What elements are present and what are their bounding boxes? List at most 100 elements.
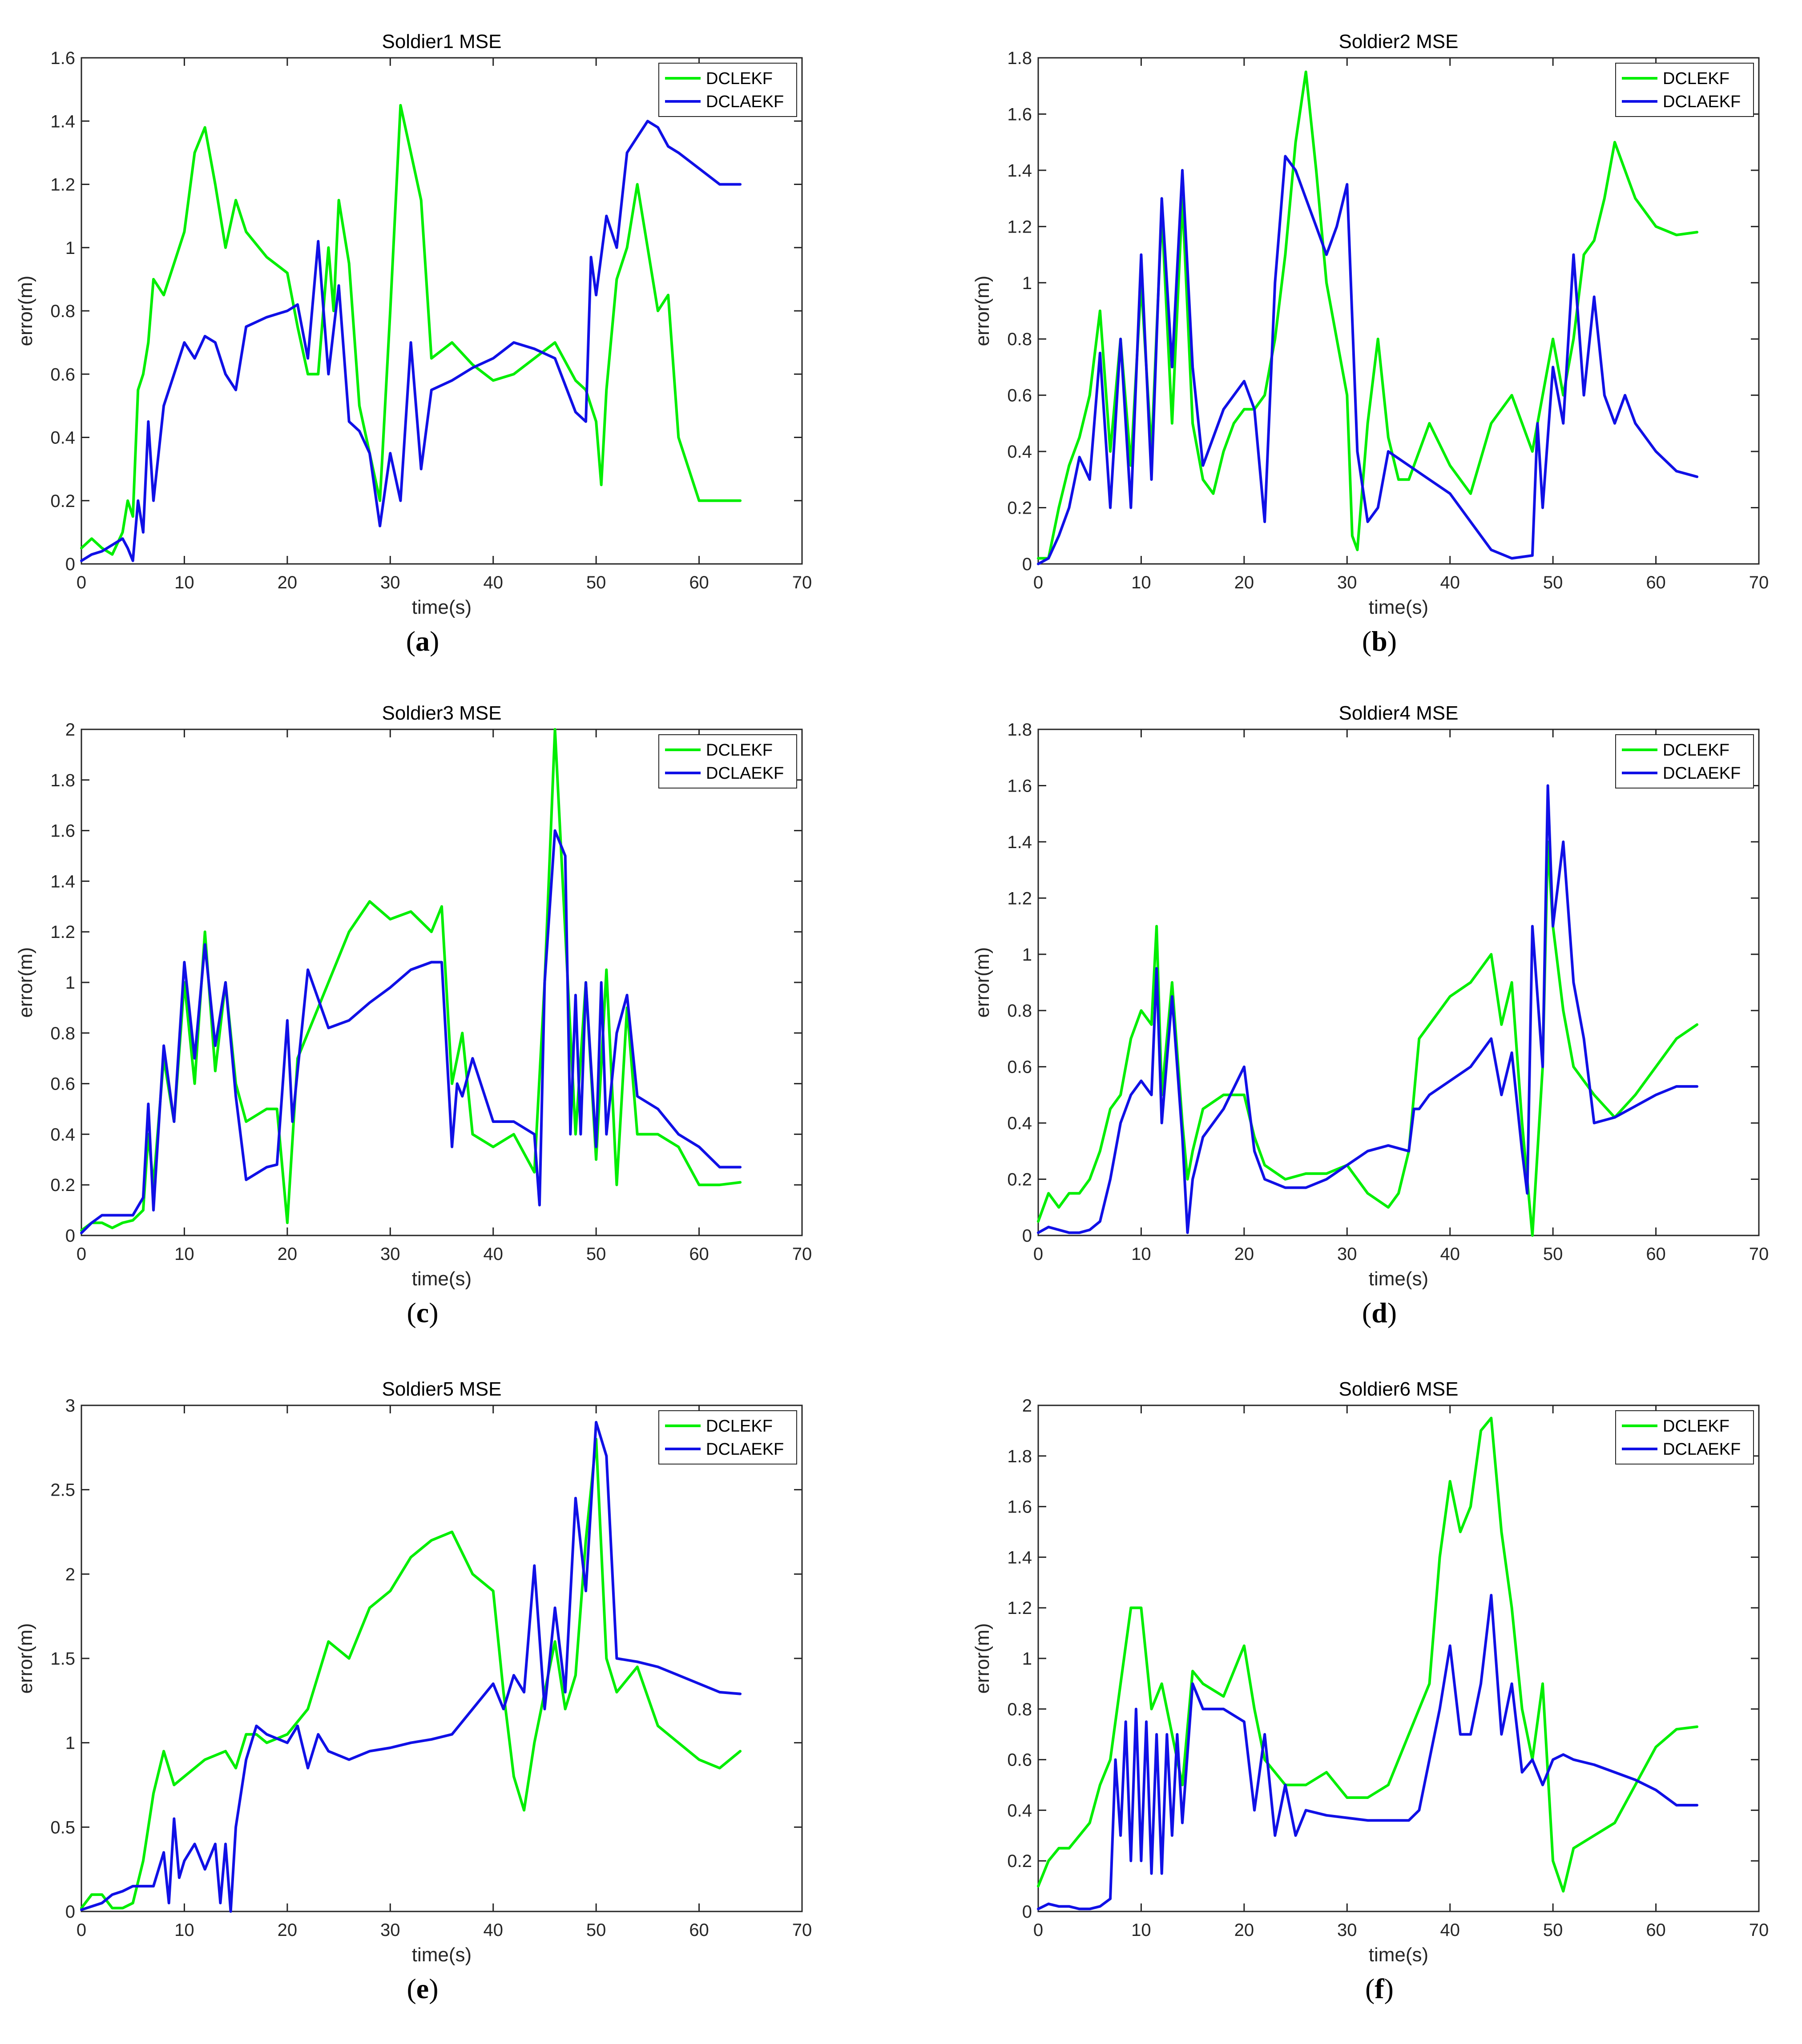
legend-entry: DCLAEKF [706,764,784,783]
x-tick-label: 0 [1033,573,1043,592]
y-tick-label: 1.6 [1007,1497,1032,1517]
x-tick-label: 70 [792,573,812,592]
legend: DCLEKF DCLAEKF [1615,1410,1754,1465]
x-tick-label: 40 [1440,1920,1460,1940]
chart-title: Soldier1 MSE [382,31,501,52]
legend-entry: DCLEKF [1663,69,1729,88]
legend-entry: DCLAEKF [706,93,784,111]
series-line-dclaekf [1037,784,1699,1234]
chart-panel-c: Soldier3 MSE 0 10 20 30 40 50 60 70 0 0.2 0.4 0.6 0.8… [0,672,845,1339]
legend-entry: DCLEKF [706,69,773,88]
x-tick-label: 20 [278,1244,298,1264]
plot-frame [1037,1404,1760,1912]
x-tick-label: 20 [278,573,298,592]
y-tick-label: 2 [65,1565,75,1584]
panel-label: (e) [407,1973,439,2004]
x-axis-label: time(s) [1369,1944,1428,1966]
y-tick-label: 1 [1022,274,1032,293]
x-tick-label: 20 [1234,1920,1254,1940]
y-tick-label: 1.4 [1007,1548,1032,1567]
y-tick-label: 0.4 [50,428,75,448]
x-tick-label: 0 [77,1244,86,1264]
y-tick-label: 1.8 [1007,1447,1032,1466]
x-tick-label: 30 [1337,573,1357,592]
x-tick-label: 10 [174,573,194,592]
x-tick-label: 40 [1440,1244,1460,1264]
panel-label: (d) [1362,1297,1397,1328]
y-tick-label: 0.2 [50,491,75,511]
x-tick-label: 40 [483,573,503,592]
series-line-dclaekf [1037,155,1699,565]
y-tick-label: 1.8 [50,771,75,790]
y-tick-label: 0.2 [1007,499,1032,518]
x-tick-label: 40 [483,1244,503,1264]
x-axis-label: time(s) [412,1268,472,1290]
x-tick-label: 30 [1337,1244,1357,1264]
panel-label: (a) [406,625,439,657]
legend-box [1615,734,1754,789]
x-tick-label: 50 [586,1244,606,1264]
legend: DCLEKF DCLAEKF [658,1410,797,1465]
legend-box [658,63,797,117]
plot-frame [1037,57,1760,565]
x-tick-label: 0 [1033,1920,1043,1940]
x-tick-label: 40 [1440,573,1460,592]
chart-svg: Soldier1 MSE 0 10 20 30 40 50 60 70 0 0.2 0.4 0.6 0.8… [15,31,812,618]
chart-panel-a: Soldier1 MSE 0 10 20 30 40 50 60 70 0 0.2 0.4 0.6 0.8… [0,0,845,667]
x-tick-label: 70 [792,1244,812,1264]
y-tick-label: 1 [65,1734,75,1753]
chart-panel-e: Soldier5 MSE 0 10 20 30 40 50 60 70 0 0.5 1 1.5 2 2.5 3… [0,1348,845,2015]
y-axis-label: error(m) [15,947,36,1018]
y-tick-label: 1.6 [50,48,75,68]
x-tick-label: 10 [1131,1920,1151,1940]
panel-label: (c) [407,1297,439,1328]
x-tick-label: 70 [792,1920,812,1940]
y-tick-label: 1.2 [1007,217,1032,237]
series-line-dclekf [80,1437,742,1910]
legend-box [1615,63,1754,117]
y-tick-label: 2 [1022,1396,1032,1416]
series-line-dclaekf [1037,1593,1699,1911]
panel-label: (f) [1365,1973,1394,2004]
y-axis-label: error(m) [972,1623,993,1694]
y-tick-label: 1.4 [50,112,75,131]
series-line-dclaekf [80,1420,742,1913]
y-axis-label: error(m) [15,276,36,346]
y-tick-label: 1 [1022,945,1032,965]
x-axis-label: time(s) [1369,1268,1428,1290]
x-tick-label: 60 [1646,573,1666,592]
chart-title: Soldier6 MSE [1338,1378,1458,1400]
x-tick-label: 30 [380,1244,400,1264]
x-tick-label: 50 [1543,573,1563,592]
x-axis-label: time(s) [412,1944,472,1966]
legend-box [1615,1410,1754,1465]
legend: DCLEKF DCLAEKF [1615,63,1754,117]
x-tick-label: 50 [1543,1920,1563,1940]
series-line-dclaekf [80,829,742,1235]
x-tick-label: 60 [1646,1244,1666,1264]
y-tick-label: 0.8 [1007,1700,1032,1719]
x-tick-label: 0 [1033,1244,1043,1264]
y-tick-label: 0.2 [1007,1170,1032,1190]
series-line-dclaekf [80,120,742,562]
x-tick-label: 20 [1234,1244,1254,1264]
series-line-dclekf [80,104,742,556]
y-tick-label: 1.4 [50,872,75,891]
x-axis-label: time(s) [412,596,472,618]
chart-panel-d: Soldier4 MSE 0 10 20 30 40 50 60 70 0 0.2 0.4 0.6 0.8… [957,672,1802,1339]
y-tick-label: 0.6 [1007,1058,1032,1077]
y-tick-label: 1.2 [50,922,75,942]
plot-frame [81,57,803,565]
y-tick-label: 0.4 [1007,442,1032,462]
legend-entry: DCLEKF [706,1417,773,1436]
x-tick-label: 70 [1749,1244,1769,1264]
y-tick-label: 2 [65,720,75,740]
x-tick-label: 60 [689,573,709,592]
y-tick-label: 0.8 [50,1024,75,1043]
legend: DCLEKF DCLAEKF [1615,734,1754,789]
x-tick-label: 0 [77,573,86,592]
chart-svg: Soldier4 MSE 0 10 20 30 40 50 60 70 0 0.2 0.4 0.6 0.8… [972,702,1769,1290]
legend-box [658,734,797,789]
y-tick-label: 0.6 [50,365,75,384]
y-tick-label: 0 [1022,1226,1032,1246]
